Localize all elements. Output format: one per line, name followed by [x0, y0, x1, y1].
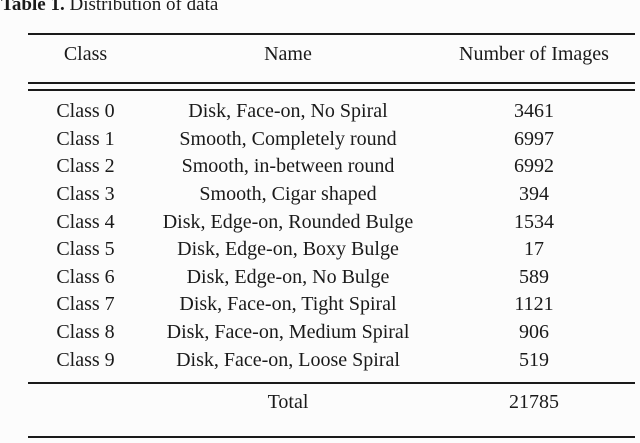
cell-total-label: Total: [267, 391, 309, 414]
table-total-rule: [28, 381, 635, 384]
cell-count: 6997: [514, 127, 554, 150]
cell-count: 589: [519, 265, 549, 288]
table-body: Class 0 Disk, Face-on, No Spiral 3461 Cl…: [28, 91, 635, 382]
cell-class: Class 4: [56, 210, 115, 233]
table-top-rule: [28, 33, 635, 35]
cell-class: Class 0: [56, 100, 115, 123]
table-row: Class 4 Disk, Edge-on, Rounded Bulge 153…: [28, 208, 635, 236]
cell-name: Disk, Edge-on, Rounded Bulge: [162, 210, 414, 233]
cell-class: Class 8: [56, 321, 115, 344]
cell-count: 3461: [514, 100, 554, 123]
cell-count: 6992: [514, 155, 554, 178]
cell-count: 17: [524, 238, 544, 261]
cell-class: Class 6: [56, 265, 115, 288]
column-header-count: Number of Images: [459, 43, 609, 65]
cell-count: 906: [519, 321, 549, 344]
cell-name: Disk, Edge-on, No Bulge: [186, 265, 390, 288]
table-row: Class 5 Disk, Edge-on, Boxy Bulge 17: [28, 236, 635, 264]
column-header-name: Name: [264, 43, 312, 65]
table-row: Class 2 Smooth, in-between round 6992: [28, 153, 635, 181]
cell-name: Disk, Face-on, Loose Spiral: [176, 348, 400, 371]
table-row: Class 6 Disk, Edge-on, No Bulge 589: [28, 264, 635, 292]
column-header-class: Class: [63, 43, 108, 65]
cell-name: Disk, Face-on, Medium Spiral: [166, 321, 410, 344]
cell-name: Disk, Edge-on, Boxy Bulge: [177, 238, 399, 261]
cell-count: 519: [519, 348, 549, 371]
cell-class: Class 9: [56, 348, 115, 371]
table-row: Class 7 Disk, Face-on, Tight Spiral 1121: [28, 291, 635, 319]
cell-class: Class 1: [56, 127, 115, 150]
cell-name: Smooth, Cigar shaped: [199, 183, 377, 206]
cell-class: Class 3: [56, 183, 115, 206]
cell-count: 1121: [514, 293, 554, 316]
table-caption-label: Table 1.: [1, 0, 65, 15]
table-row: Class 1 Smooth, Completely round 6997: [28, 126, 635, 154]
cell-class: Class 5: [56, 238, 115, 261]
table-header-row: Class Name Number of Images: [28, 35, 635, 82]
table-caption: Table 1. Distribution of data: [1, 0, 218, 14]
cell-name: Smooth, Completely round: [179, 127, 397, 150]
table-row: Class 8 Disk, Face-on, Medium Spiral 906: [28, 319, 635, 347]
cell-name: Disk, Face-on, Tight Spiral: [179, 293, 397, 316]
cell-count: 1534: [514, 210, 554, 233]
cell-name: Disk, Face-on, No Spiral: [188, 100, 388, 123]
table-bottom-rule: [28, 435, 635, 438]
table-row: Class 3 Smooth, Cigar shaped 394: [28, 181, 635, 209]
table-row: Class 9 Disk, Face-on, Loose Spiral 519: [28, 346, 635, 374]
cell-count: 394: [519, 183, 549, 206]
cell-class: Class 2: [56, 155, 115, 178]
cell-total-count: 21785: [509, 391, 559, 414]
cell-class: Class 7: [56, 293, 115, 316]
table-header-double-rule: [28, 82, 635, 91]
cell-name: Smooth, in-between round: [181, 155, 395, 178]
table-total-row: Total 21785: [28, 384, 635, 436]
table-caption-text: Distribution of data: [69, 0, 219, 15]
table-row: Class 0 Disk, Face-on, No Spiral 3461: [28, 98, 635, 126]
data-table: Class Name Number of Images Class 0 Disk…: [28, 33, 635, 438]
